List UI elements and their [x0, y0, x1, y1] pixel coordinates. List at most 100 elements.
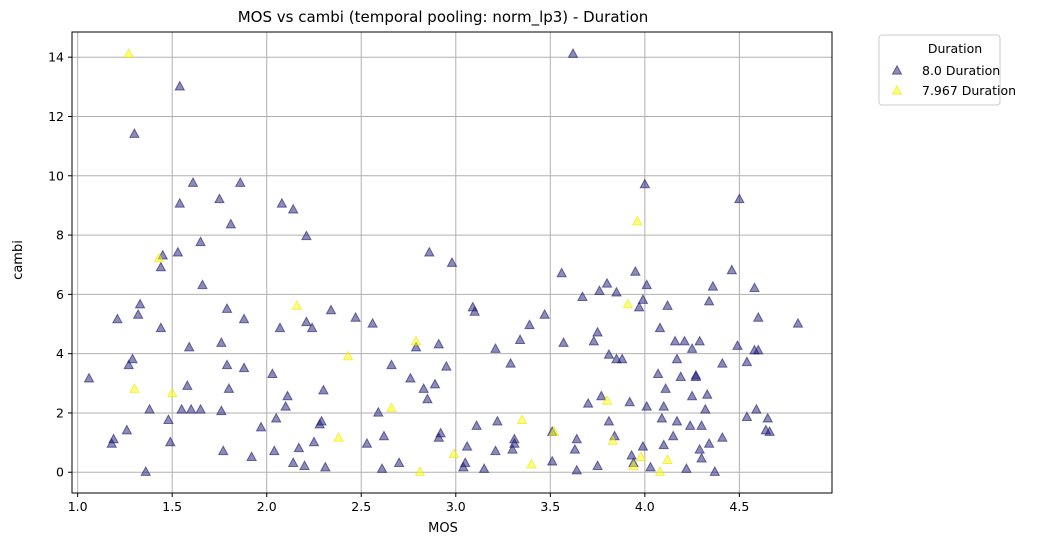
- plot-frame: [71, 31, 833, 494]
- data-point-7-967-duration: [526, 458, 537, 469]
- data-point-8-0-duration: [667, 430, 679, 441]
- data-point-8-0-duration: [287, 457, 299, 467]
- data-point-8-0-duration: [361, 437, 373, 448]
- data-point-8-0-duration: [108, 433, 119, 444]
- x-tick-label: 2.0: [257, 499, 277, 514]
- data-point-7-967-duration: [153, 252, 165, 263]
- legend-label-8-duration: 8.0 Duration: [922, 63, 1000, 78]
- data-point-8-0-duration: [764, 425, 775, 436]
- data-point-8-0-duration: [626, 449, 637, 460]
- data-point-8-0-duration: [592, 460, 603, 470]
- data-point-8-0-duration: [155, 261, 167, 272]
- data-point-8-0-duration: [703, 295, 715, 306]
- data-point-8-0-duration: [234, 176, 246, 187]
- data-point-7-967-duration: [654, 466, 666, 476]
- data-point-8-0-duration: [641, 400, 653, 411]
- data-point-8-0-duration: [660, 382, 671, 393]
- data-point-8-0-duration: [611, 286, 622, 297]
- data-point-8-0-duration: [726, 264, 738, 275]
- data-point-8-0-duration: [639, 178, 651, 189]
- data-point-8-0-duration: [616, 353, 628, 364]
- data-point-8-0-duration: [238, 362, 250, 373]
- data-point-8-0-duration: [423, 246, 435, 257]
- data-point-8-0-duration: [185, 403, 197, 414]
- data-point-8-0-duration: [752, 344, 764, 355]
- data-point-8-0-duration: [164, 436, 176, 447]
- y-tick-label: 12: [48, 109, 64, 124]
- data-point-8-0-duration: [172, 246, 184, 257]
- data-point-7-967-duration: [662, 454, 673, 465]
- data-point-8-0-duration: [129, 128, 140, 138]
- data-point-8-0-duration: [601, 277, 613, 288]
- data-point-7-967-duration: [631, 215, 643, 226]
- data-point-8-0-duration: [367, 317, 378, 328]
- data-point-8-0-duration: [505, 357, 516, 368]
- data-point-8-0-duration: [696, 452, 707, 463]
- data-point-7-967-duration: [448, 448, 460, 459]
- data-point-8-0-duration: [274, 322, 286, 333]
- data-point-8-0-duration: [469, 305, 481, 316]
- data-point-8-0-duration: [645, 461, 656, 472]
- data-point-8-0-duration: [571, 464, 583, 475]
- data-point-7-967-duration: [628, 460, 639, 470]
- data-point-8-0-duration: [316, 415, 327, 426]
- data-point-8-0-duration: [624, 396, 636, 407]
- x-tick-label: 3.5: [540, 499, 560, 514]
- data-point-8-0-duration: [654, 322, 666, 333]
- x-tick-label: 1.0: [68, 499, 88, 514]
- data-point-8-0-duration: [181, 380, 193, 390]
- data-point-8-0-duration: [410, 341, 422, 352]
- y-tick-label: 4: [56, 346, 64, 361]
- data-point-8-0-duration: [603, 348, 615, 359]
- data-points: [83, 47, 804, 476]
- data-point-7-967-duration: [166, 387, 178, 398]
- data-point-7-967-duration: [123, 47, 135, 58]
- y-tick-label: 14: [48, 50, 64, 65]
- data-point-8-0-duration: [582, 397, 594, 408]
- y-axis-ticks: 0 2 4 6 8 10 12 14: [48, 50, 72, 480]
- data-point-8-0-duration: [187, 176, 199, 187]
- y-tick-label: 2: [56, 405, 64, 420]
- data-point-7-967-duration: [414, 466, 426, 476]
- data-point-8-0-duration: [174, 80, 186, 91]
- data-point-8-0-duration: [195, 403, 206, 414]
- legend-box: [878, 34, 1001, 106]
- data-point-8-0-duration: [658, 400, 670, 411]
- data-point-8-0-duration: [633, 301, 645, 312]
- data-point-8-0-duration: [514, 334, 526, 344]
- data-point-8-0-duration: [524, 319, 535, 330]
- data-point-8-0-duration: [299, 460, 310, 470]
- data-point-8-0-duration: [675, 371, 687, 381]
- data-point-8-0-duration: [306, 322, 318, 333]
- data-point-8-0-duration: [762, 412, 774, 423]
- data-point-8-0-duration: [686, 390, 698, 401]
- data-point-8-0-duration: [658, 439, 670, 450]
- data-point-8-0-duration: [741, 411, 753, 422]
- data-point-8-0-duration: [707, 280, 719, 291]
- data-point-8-0-duration: [325, 304, 337, 315]
- data-point-8-0-duration: [478, 463, 490, 473]
- data-point-8-0-duration: [696, 420, 707, 430]
- data-point-8-0-duration: [197, 279, 208, 290]
- data-point-8-0-duration: [509, 437, 520, 448]
- x-tick-label: 3.0: [446, 499, 466, 514]
- data-point-8-0-duration: [690, 369, 702, 380]
- data-point-8-0-duration: [752, 311, 764, 322]
- data-point-8-0-duration: [741, 356, 753, 367]
- data-point-8-0-duration: [571, 433, 583, 444]
- data-point-8-0-duration: [418, 382, 430, 393]
- data-point-8-0-duration: [293, 442, 305, 453]
- data-point-8-0-duration: [662, 299, 673, 310]
- data-point-8-0-duration: [174, 197, 186, 208]
- x-axis-label: MOS: [428, 521, 458, 536]
- data-point-8-0-duration: [280, 400, 291, 411]
- data-point-8-0-duration: [144, 403, 155, 414]
- data-point-8-0-duration: [716, 357, 728, 368]
- data-point-8-0-duration: [112, 313, 123, 324]
- data-point-8-0-duration: [471, 420, 482, 430]
- data-point-8-0-duration: [121, 424, 133, 435]
- x-tick-label: 4.5: [729, 499, 749, 514]
- data-point-8-0-duration: [223, 382, 235, 393]
- data-point-7-967-duration: [607, 434, 619, 445]
